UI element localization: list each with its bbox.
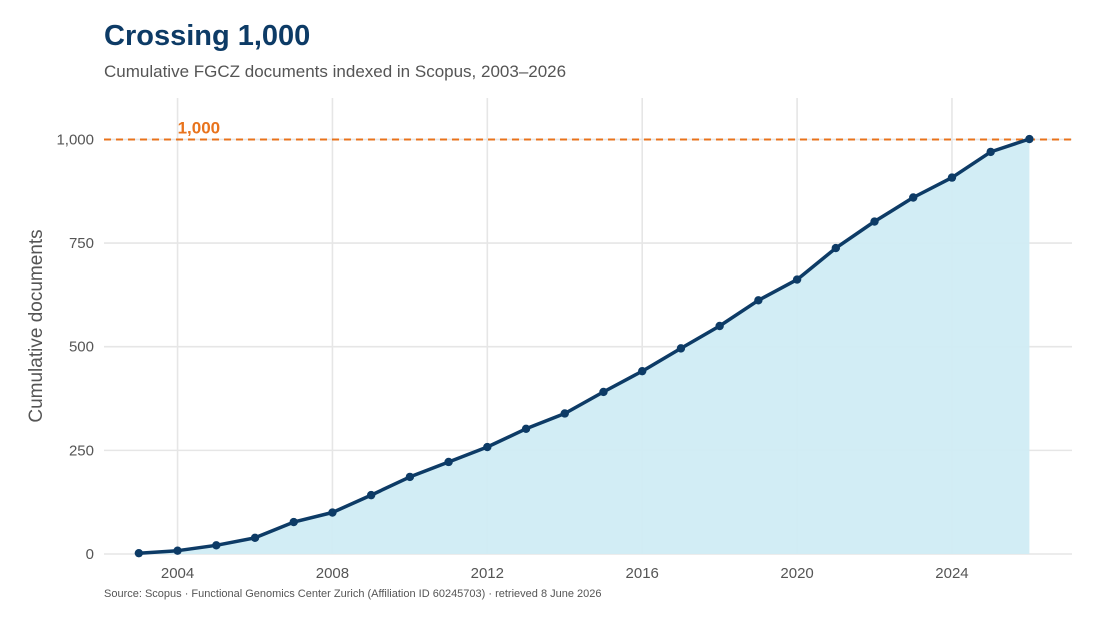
x-tick-label: 2020: [780, 565, 813, 582]
data-point: [599, 387, 608, 397]
data-point: [250, 533, 260, 543]
reference-line-label: 1,000: [178, 118, 221, 137]
y-tick-label: 1,000: [56, 131, 94, 148]
source-caption: Source: Scopus · Functional Genomics Cen…: [104, 588, 602, 600]
y-axis-label: Cumulative documents: [26, 229, 47, 422]
data-point: [483, 442, 492, 452]
data-point: [405, 472, 415, 482]
y-tick-label: 0: [86, 546, 94, 563]
chart-subtitle: Cumulative FGCZ documents indexed in Sco…: [104, 62, 567, 81]
x-tick-label: 2012: [471, 565, 504, 582]
x-tick-label: 2024: [935, 565, 968, 582]
y-tick-label: 750: [69, 235, 94, 252]
data-point: [1025, 134, 1034, 144]
y-tick-label: 250: [69, 442, 94, 459]
data-point: [366, 490, 376, 500]
data-point: [792, 275, 802, 284]
data-point: [289, 517, 298, 527]
area-fill: [138, 139, 1030, 554]
data-point: [986, 147, 995, 157]
chart-title: Crossing 1,000: [104, 20, 311, 52]
data-point: [638, 366, 647, 376]
data-point: [947, 173, 957, 182]
data-point: [754, 296, 763, 305]
series-line: [138, 137, 1030, 555]
data-point: [328, 508, 337, 517]
data-point: [444, 457, 453, 467]
data-point: [909, 193, 918, 202]
data-point: [134, 548, 144, 558]
data-point: [521, 424, 531, 434]
x-tick-label: 2008: [316, 565, 349, 582]
point-layer: [134, 134, 1034, 558]
data-point: [212, 541, 221, 550]
y-tick-label: 500: [69, 339, 94, 356]
data-point: [870, 217, 879, 226]
x-tick-label: 2004: [161, 565, 194, 582]
data-point: [173, 546, 182, 555]
data-point: [831, 243, 841, 253]
x-tick-label: 2016: [626, 565, 659, 582]
label-layer: 0 250 500 750 1,000 2004 2008 2012 2016 2020 2024 C…: [26, 118, 969, 582]
data-point: [715, 321, 724, 331]
data-point: [560, 409, 569, 418]
data-point: [676, 344, 686, 353]
